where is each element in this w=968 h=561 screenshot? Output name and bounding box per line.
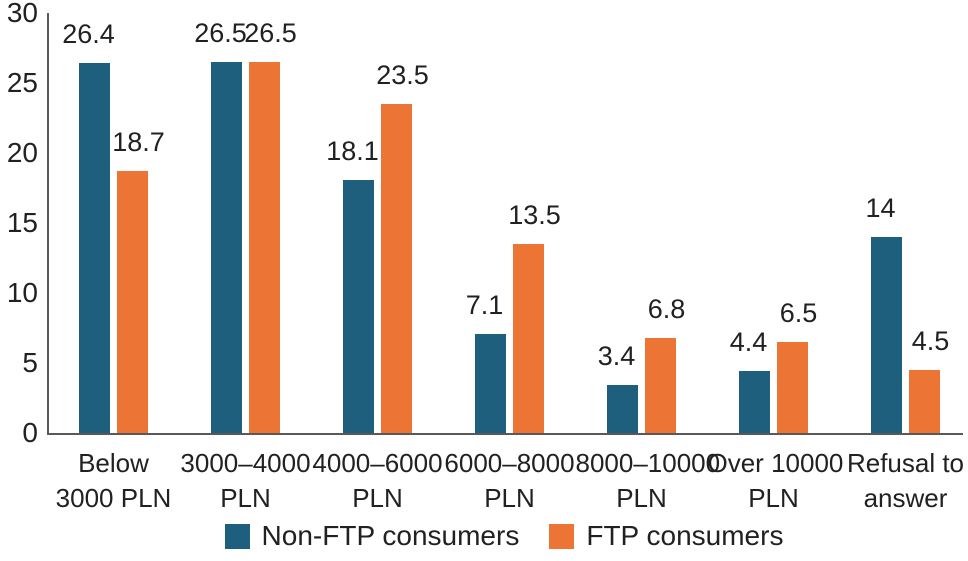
bar-value-label: 26.5	[244, 18, 297, 48]
bar-ftp-consumers-0	[117, 171, 148, 433]
bar-ftp-consumers-3	[513, 244, 544, 433]
bar-value-label: 26.5	[194, 18, 247, 48]
y-tick-label-25: 25	[6, 67, 38, 98]
legend-label-non-ftp: Non-FTP consumers	[261, 520, 520, 551]
bar-value-label: 6.5	[779, 298, 818, 328]
legend: Non-FTP consumers FTP consumers	[48, 520, 960, 552]
bar-non-ftp-consumers-5	[739, 371, 770, 433]
bar-non-ftp-consumers-3	[475, 334, 506, 433]
x-category-label-line: Below	[78, 448, 149, 478]
legend-swatch-ftp-icon	[549, 523, 575, 549]
x-category-label-line: PLN	[484, 483, 535, 513]
x-axis-line	[47, 433, 963, 435]
x-category-label-line: PLN	[352, 483, 403, 513]
bar-value-label: 4.4	[729, 327, 768, 357]
y-tick-label-10: 10	[6, 277, 38, 308]
y-tick-label-30: 30	[6, 0, 38, 28]
bar-value-label: 4.5	[911, 326, 950, 356]
x-category-label-line: 3000–4000	[180, 448, 311, 478]
bar-ftp-consumers-5	[777, 342, 808, 433]
x-category-label-line: 8000–10000	[575, 448, 721, 478]
x-category-label-4: 8000–10000 PLN	[575, 446, 721, 516]
x-category-label-6: Refusal to answer	[840, 446, 968, 516]
bar-value-label: 7.1	[465, 290, 504, 320]
bar-non-ftp-consumers-1	[211, 62, 242, 433]
bar-value-label: 13.5	[508, 200, 561, 230]
x-category-label-line: answer	[863, 483, 948, 513]
x-category-label-3: 6000–8000 PLN	[444, 446, 576, 516]
legend-swatch-non-ftp-icon	[224, 523, 250, 549]
y-tick-label-0: 0	[22, 417, 38, 448]
x-category-label-line: PLN	[748, 483, 799, 513]
x-category-label-line: 6000–8000	[444, 448, 575, 478]
y-tick-label-15: 15	[6, 207, 38, 238]
bar-non-ftp-consumers-0	[79, 63, 110, 433]
y-tick-label-20: 20	[6, 137, 38, 168]
legend-item-ftp-consumers: FTP consumers	[549, 520, 783, 552]
bar-value-label: 23.5	[376, 60, 429, 90]
x-category-label-line: PLN	[616, 483, 667, 513]
bar-value-label: 3.4	[597, 341, 636, 371]
y-tick-label-5: 5	[22, 347, 38, 378]
x-category-label-line: 4000–6000	[312, 448, 443, 478]
x-category-label-5: Over 10000 PLN	[707, 446, 844, 516]
bar-value-label: 18.1	[326, 136, 379, 166]
bar-non-ftp-consumers-4	[607, 385, 638, 433]
y-axis-line	[47, 13, 49, 433]
bar-ftp-consumers-6	[909, 370, 940, 433]
bar-value-label: 18.7	[112, 127, 165, 157]
x-category-label-line: 3000 PLN	[55, 483, 172, 513]
x-category-label-1: 3000–4000 PLN	[180, 446, 312, 516]
x-category-label-2: 4000–6000 PLN	[312, 446, 444, 516]
x-category-label-0: Below 3000 PLN	[48, 446, 180, 516]
legend-label-ftp: FTP consumers	[586, 520, 784, 551]
legend-item-non-ftp-consumers: Non-FTP consumers	[224, 520, 520, 552]
bar-value-label: 14	[865, 193, 896, 223]
bar-non-ftp-consumers-6	[871, 237, 902, 433]
x-category-label-line: PLN	[220, 483, 271, 513]
bar-ftp-consumers-2	[381, 104, 412, 433]
x-category-label-line: Refusal to	[846, 448, 965, 478]
bar-value-label: 26.4	[62, 19, 115, 49]
bar-ftp-consumers-4	[645, 338, 676, 433]
bar-ftp-consumers-1	[249, 62, 280, 433]
bar-value-label: 6.8	[647, 294, 686, 324]
x-category-label-line: Over 10000	[707, 448, 844, 478]
bar-non-ftp-consumers-2	[343, 180, 374, 433]
